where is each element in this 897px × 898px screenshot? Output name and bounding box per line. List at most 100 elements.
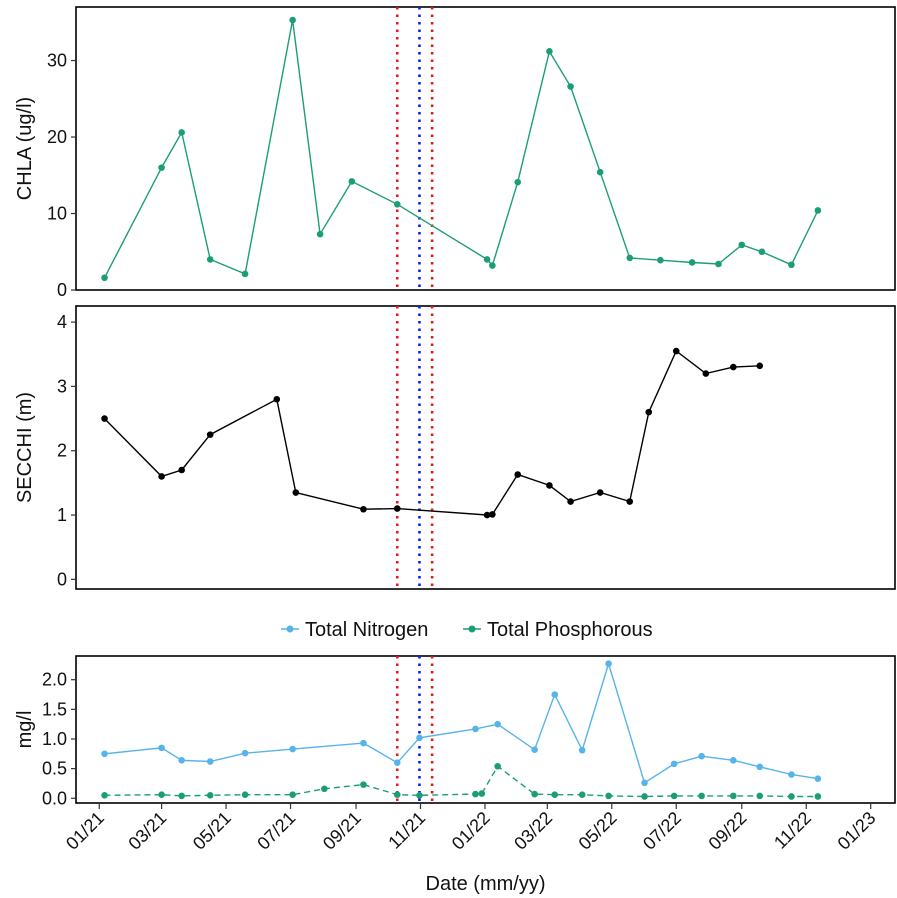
data-point [698, 792, 705, 800]
data-point [489, 262, 496, 269]
x-tick-label: 01/23 [834, 808, 880, 854]
data-point [514, 178, 522, 186]
legend-marker [468, 625, 476, 633]
data-point [316, 230, 324, 238]
data-point [670, 792, 678, 800]
data-point [514, 471, 522, 478]
data-point [698, 752, 705, 760]
x-tick-label: 11/22 [770, 808, 815, 853]
data-point [489, 511, 496, 518]
data-point [178, 129, 185, 136]
data-point [158, 164, 165, 171]
data-point [101, 415, 108, 422]
data-point [289, 745, 296, 753]
data-point [206, 758, 214, 765]
data-point [178, 757, 185, 764]
panel-2: 0 1 2 3 4 SECCHI (m) [14, 305, 896, 590]
y-tick-label: 2.0 [42, 670, 67, 690]
y-tick-label: 0 [57, 280, 67, 300]
y-axis-title: CHLA (ug/l) [14, 97, 36, 200]
data-point [814, 775, 822, 782]
data-point [393, 791, 401, 799]
x-tick-label: 11/21 [384, 808, 429, 853]
data-point [360, 739, 367, 747]
y-tick-label: 30 [47, 51, 67, 71]
data-point [626, 498, 634, 505]
data-point [730, 757, 737, 764]
y-tick-label: 0.0 [42, 788, 67, 808]
data-point [289, 16, 296, 24]
data-point [273, 395, 281, 403]
data-point [101, 791, 108, 799]
legend-label: Total Phosphorous [487, 619, 653, 641]
data-point [478, 790, 486, 797]
data-point [596, 489, 604, 496]
data-point [596, 168, 604, 176]
panel-1: 0 10 20 30 CHLA (ug/l) [14, 6, 896, 300]
series-line [104, 765, 818, 798]
legend: Total Nitrogen Total Phosphorous [281, 619, 653, 641]
data-point [567, 83, 574, 90]
series-line [104, 349, 760, 516]
data-point [393, 505, 401, 512]
data-point [241, 270, 249, 278]
y-tick-label: 1 [57, 505, 67, 525]
data-point [494, 762, 501, 770]
data-point [657, 256, 664, 264]
data-point [715, 260, 722, 268]
legend-item: Total Nitrogen [281, 619, 428, 641]
y-tick-label: 0 [57, 569, 67, 589]
series-line [103, 19, 819, 279]
data-point [483, 511, 491, 519]
data-point [730, 792, 737, 800]
data-point [578, 746, 586, 754]
data-point [158, 473, 165, 480]
x-axis-title: Date (mm/yy) [426, 873, 546, 895]
data-point [531, 790, 538, 798]
data-point [101, 274, 108, 282]
data-point [360, 781, 367, 788]
data-point [158, 791, 165, 799]
data-point [178, 792, 185, 800]
x-tick-label: 09/22 [705, 808, 751, 854]
data-point [321, 785, 328, 793]
data-point [472, 725, 479, 733]
data-point [360, 505, 367, 513]
data-point [578, 791, 586, 799]
x-tick-label: 07/22 [639, 808, 685, 854]
data-point [738, 241, 746, 249]
data-point [788, 793, 795, 800]
data-point [567, 498, 574, 505]
data-point [756, 763, 764, 771]
x-tick-label: 03/21 [124, 808, 170, 854]
data-point [645, 408, 653, 416]
panel-frame [75, 305, 896, 590]
x-axis: 01/21 03/21 05/21 07/21 09/21 11/21 01/22 03/22… [62, 803, 880, 895]
y-tick-label: 1.0 [42, 729, 67, 749]
data-point [551, 691, 559, 698]
data-point [814, 793, 822, 800]
data-point [670, 760, 678, 768]
data-point [546, 482, 553, 489]
x-tick-label: 05/21 [189, 808, 235, 854]
y-tick-label: 4 [57, 312, 67, 332]
data-point [605, 792, 612, 800]
data-point [531, 746, 538, 753]
data-point [626, 254, 634, 262]
legend-item: Total Phosphorous [463, 619, 653, 641]
x-tick-label: 03/22 [510, 808, 556, 854]
data-point [551, 791, 559, 799]
y-axis-title: SECCHI (m) [14, 392, 36, 503]
x-tick-label: 01/21 [62, 808, 108, 854]
data-point [788, 771, 795, 778]
y-tick-label: 20 [47, 127, 67, 147]
data-point [814, 207, 822, 214]
data-point [101, 750, 108, 758]
data-point [292, 489, 300, 496]
panel-frame [75, 655, 896, 804]
y-tick-label: 1.5 [42, 699, 67, 719]
data-point [546, 48, 553, 55]
data-point [758, 248, 766, 256]
data-point [730, 363, 737, 371]
data-point [756, 362, 764, 370]
